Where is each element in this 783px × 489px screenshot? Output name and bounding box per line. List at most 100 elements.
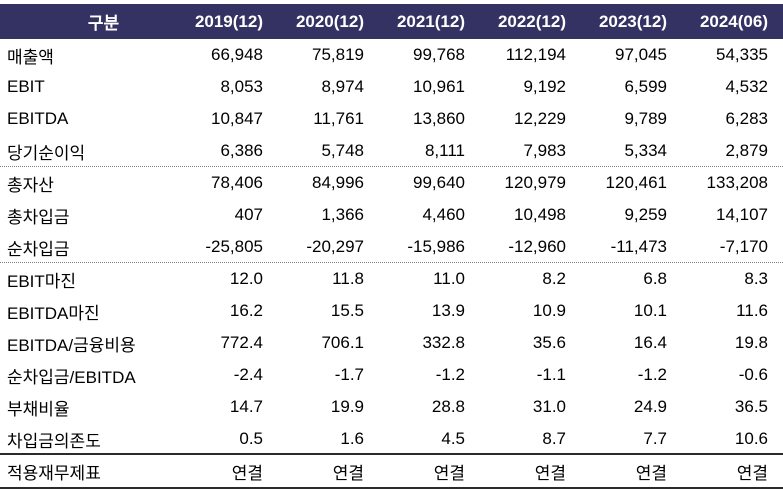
header-cell-period-2023: 2023(12) <box>598 11 667 31</box>
row-label: EBITDA <box>7 109 69 128</box>
row-label: 차입금의존도 <box>7 431 101 451</box>
cell-value: 9,259 <box>624 205 667 224</box>
cell-value: 19.9 <box>330 397 364 416</box>
cell-value: 10,847 <box>211 109 263 128</box>
cell-value: 연결 <box>231 463 263 483</box>
table-body: 매출액 66,948 75,819 99,768 112,194 97,045 54,335… <box>0 39 783 487</box>
header-cell-period-2024: 2024(06) <box>699 11 768 31</box>
cell-value: 12,229 <box>514 109 566 128</box>
cell-value: 9,789 <box>624 109 667 128</box>
cell-value: -2.4 <box>233 365 263 384</box>
cell-value: -1.2 <box>435 365 465 384</box>
cell-value: -11,473 <box>610 237 667 256</box>
cell-value: 120,461 <box>605 173 667 192</box>
table-row: 순차입금 -25,805 -20,297 -15,986 -12,960 -11,473 -… <box>0 231 783 263</box>
cell-value: 12.0 <box>229 269 263 288</box>
cell-value: 133,208 <box>706 173 768 192</box>
table-row: 당기순이익 6,386 5,748 8,111 7,983 5,334 2,879 <box>0 135 783 167</box>
cell-value: 6,283 <box>725 109 768 128</box>
cell-value: 99,768 <box>413 45 465 64</box>
table-row: EBITDA 10,847 11,761 13,860 12,229 9,789 6,283 <box>0 103 783 135</box>
table-row: 순차입금/EBITDA -2.4 -1.7 -1.2 -1.1 -1.2 -0.6 <box>0 359 783 391</box>
cell-value: 7.7 <box>643 429 667 448</box>
table-row: 총자산 78,406 84,996 99,640 120,979 120,461 133,2… <box>0 167 783 199</box>
cell-value: 8,053 <box>220 77 263 96</box>
cell-value: 10,961 <box>413 77 465 96</box>
cell-value: 16.4 <box>633 333 667 352</box>
cell-value: 5,334 <box>624 141 667 160</box>
cell-value: -0.6 <box>738 365 768 384</box>
cell-value: 11.0 <box>433 269 465 288</box>
cell-value: 66,948 <box>211 45 263 64</box>
cell-value: 11,761 <box>313 109 364 128</box>
row-label: EBIT <box>7 77 45 96</box>
cell-value: 9,192 <box>523 77 566 96</box>
row-label: 순차입금/EBITDA <box>7 367 136 387</box>
cell-value: 706.1 <box>321 333 364 352</box>
group-separator <box>0 166 783 167</box>
cell-value: 11.8 <box>332 269 364 288</box>
header-cell-period-2020: 2020(12) <box>295 11 364 31</box>
cell-value: 8.2 <box>542 269 566 288</box>
cell-value: 14,107 <box>716 205 768 224</box>
cell-value: 75,819 <box>312 45 364 64</box>
cell-value: 2,879 <box>725 141 768 160</box>
cell-value: 8.3 <box>744 269 768 288</box>
cell-value: -7,170 <box>719 237 768 256</box>
cell-value: 6,599 <box>624 77 667 96</box>
cell-value: 13,860 <box>413 109 465 128</box>
cell-value: 8.7 <box>542 429 566 448</box>
cell-value: 11.6 <box>736 301 768 320</box>
cell-value: 19.8 <box>734 333 768 352</box>
cell-value: 연결 <box>433 463 465 483</box>
cell-value: 78,406 <box>211 173 263 192</box>
cell-value: 6.8 <box>643 269 667 288</box>
cell-value: 35.6 <box>532 333 566 352</box>
table-row: EBITDA/금융비용 772.4 706.1 332.8 35.6 16.4 19.8 <box>0 327 783 359</box>
table-row: EBIT마진 12.0 11.8 11.0 8.2 6.8 8.3 <box>0 263 783 295</box>
cell-value: -12,960 <box>508 237 566 256</box>
cell-value: 112,194 <box>505 45 566 64</box>
table-row: 부채비율 14.7 19.9 28.8 31.0 24.9 36.5 <box>0 391 783 423</box>
row-label: EBITDA마진 <box>7 303 100 323</box>
cell-value: 1,366 <box>321 205 364 224</box>
row-label: 당기순이익 <box>7 143 86 163</box>
table-row: EBITDA마진 16.2 15.5 13.9 10.9 10.1 11.6 <box>0 295 783 327</box>
cell-value: 120,979 <box>504 173 566 192</box>
cell-value: 8,974 <box>321 77 364 96</box>
row-label: 순차입금 <box>7 239 70 259</box>
cell-value: 13.9 <box>431 301 465 320</box>
cell-value: 54,335 <box>716 45 768 64</box>
table-row: 총차입금 407 1,366 4,460 10,498 9,259 14,107 <box>0 199 783 231</box>
cell-value: 10.9 <box>532 301 566 320</box>
header-cell-period-2019: 2019(12) <box>194 11 263 31</box>
cell-value: 24.9 <box>633 397 667 416</box>
cell-value: 연결 <box>736 463 768 483</box>
row-label: 적용재무제표 <box>7 463 101 483</box>
cell-value: 연결 <box>332 463 364 483</box>
table-row: 차입금의존도 0.5 1.6 4.5 8.7 7.7 10.6 <box>0 423 783 455</box>
cell-value: 1.6 <box>340 429 364 448</box>
cell-value: 772.4 <box>220 333 263 352</box>
table-row: 매출액 66,948 75,819 99,768 112,194 97,045 54,335 <box>0 39 783 71</box>
row-label: EBIT마진 <box>7 271 77 291</box>
cell-value: 6,386 <box>220 141 263 160</box>
cell-value: 14.7 <box>229 397 263 416</box>
cell-value: -1.1 <box>536 365 566 384</box>
row-label: 총차입금 <box>7 207 70 227</box>
row-label: 부채비율 <box>7 399 70 419</box>
row-label: 총자산 <box>7 175 54 195</box>
table-row: EBIT 8,053 8,974 10,961 9,192 6,599 4,532 <box>0 71 783 103</box>
cell-value: -1.2 <box>637 365 667 384</box>
cell-value: 31.0 <box>532 397 566 416</box>
header-cell-period-2022: 2022(12) <box>497 11 566 31</box>
cell-value: 84,996 <box>312 173 364 192</box>
group-separator <box>0 453 783 455</box>
header-cell-category: 구분 <box>87 14 120 33</box>
cell-value: 7,983 <box>523 141 566 160</box>
cell-value: 연결 <box>635 463 667 483</box>
cell-value: 15.5 <box>330 301 364 320</box>
cell-value: 4,532 <box>725 77 768 96</box>
group-separator <box>0 262 783 263</box>
